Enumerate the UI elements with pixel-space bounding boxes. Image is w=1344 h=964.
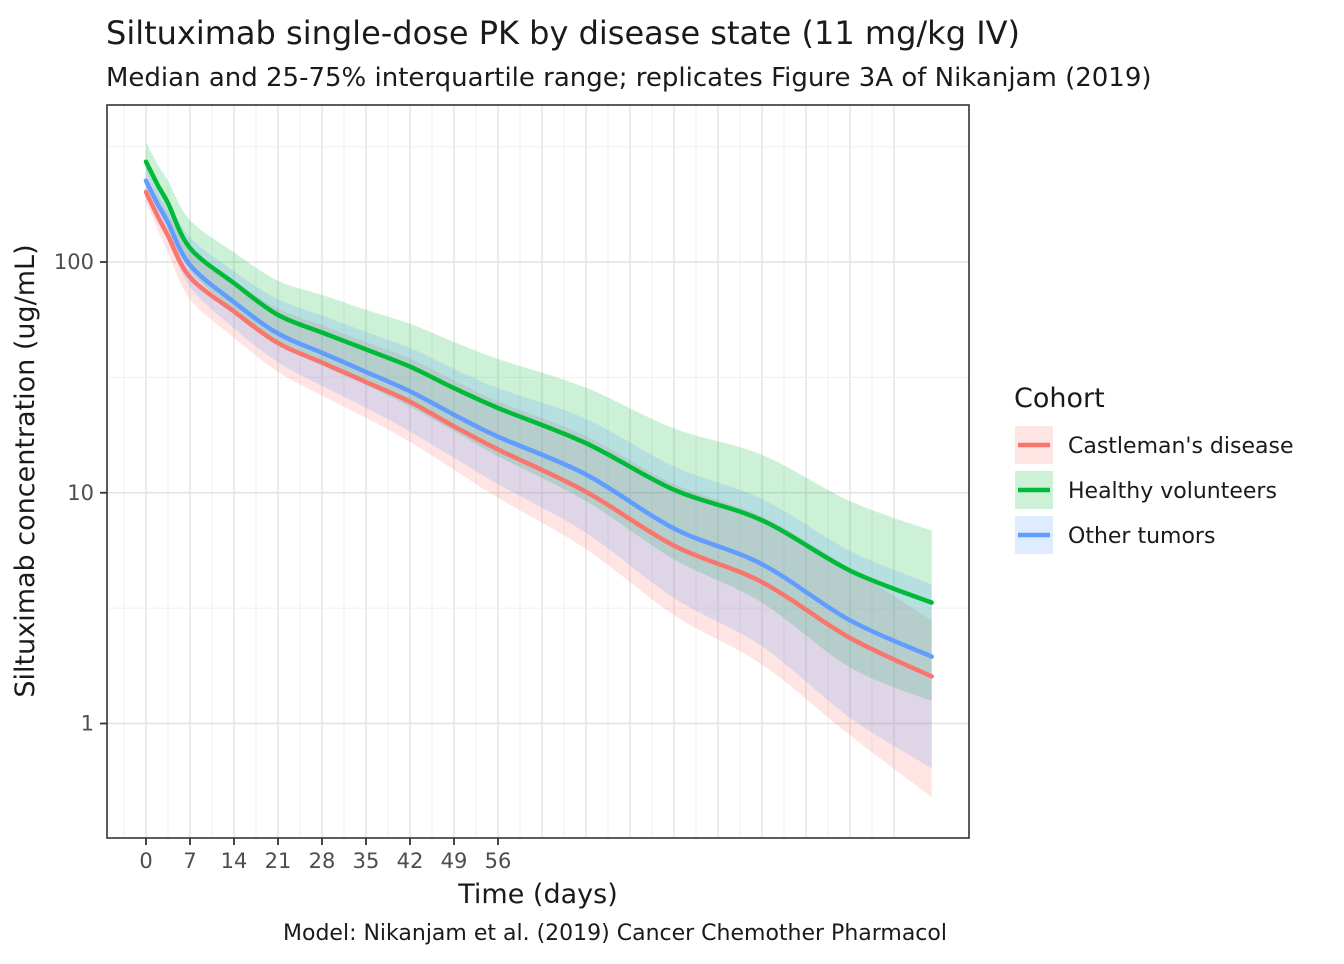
median-line-other-tumors [143,178,934,659]
ribbon-castleman-s-disease [146,173,932,798]
legend-label-healthy-volunteers: Healthy volunteers [1068,479,1277,504]
legend: Cohort Castleman's disease Healthy volunt… [1014,383,1294,554]
chart-caption: Model: Nikanjam et al. (2019) Cancer Che… [283,921,947,946]
x-tick-label: 0 [139,849,152,873]
x-tick-label: 56 [485,849,512,873]
legend-items: Castleman's disease Healthy volunteers Oth… [1015,426,1294,554]
ribbon-other-tumors [146,162,932,769]
legend-label-other-tumors: Other tumors [1068,524,1215,549]
x-tick-label: 14 [221,849,248,873]
y-tick-label: 1 [81,712,94,736]
plot-panel [107,105,969,838]
legend-label-castleman-s-disease: Castleman's disease [1068,434,1294,459]
y-axis-title: Siltuximab concentration (ug/mL) [10,244,41,697]
panel-border [106,104,970,839]
median-line-healthy-volunteers [143,159,934,605]
median-lines [143,159,934,679]
y-tick-label: 10 [67,481,94,505]
x-tick-label: 28 [309,849,336,873]
x-tick-label: 35 [353,849,380,873]
x-tick-label: 42 [397,849,424,873]
x-tick-label: 7 [183,849,196,873]
chart-subtitle: Median and 25-75% interquartile range; r… [106,63,1152,93]
median-line-castleman-s-disease [143,189,934,679]
y-tick-label: 100 [54,250,94,274]
x-tick-label: 49 [441,849,468,873]
x-axis-title: Time (days) [457,879,617,910]
axis-ticks: 0 7 14 21 28 35 42 49 56 100 10 1 [54,250,511,873]
x-tick-label: 21 [265,849,292,873]
legend-title: Cohort [1014,383,1105,414]
chart-title: Siltuximab single-dose PK by disease sta… [106,14,1020,52]
